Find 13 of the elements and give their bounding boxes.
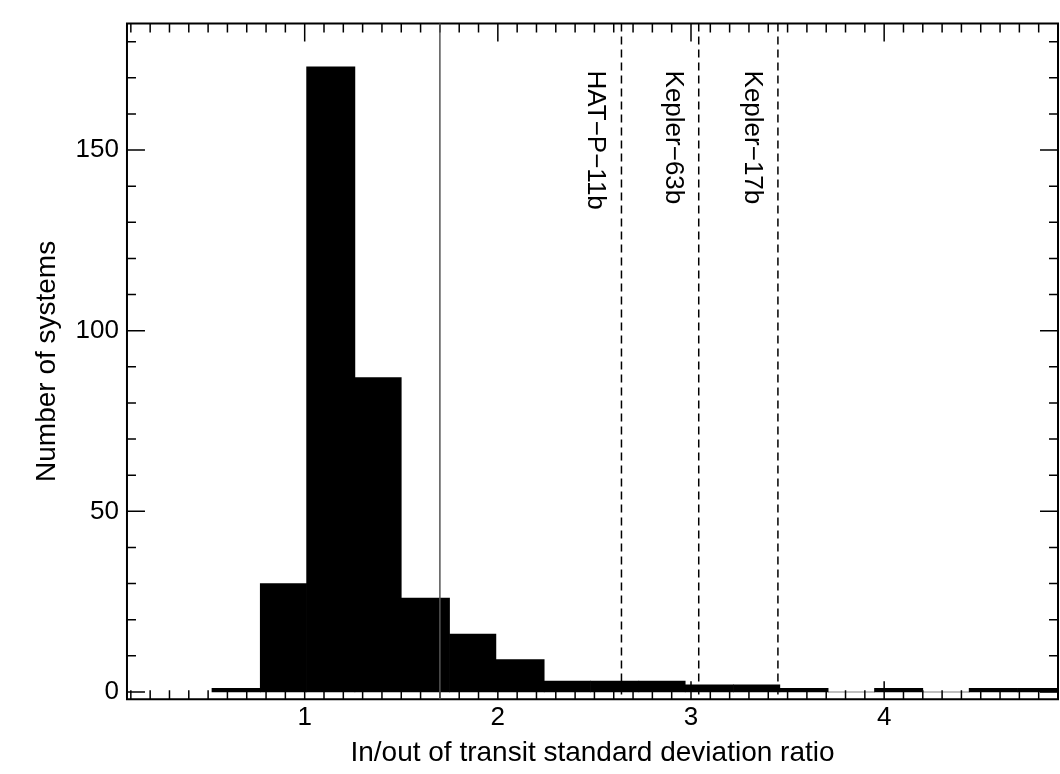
- y-tick-label: 150: [75, 133, 119, 164]
- y-tick-label: 0: [104, 675, 119, 706]
- ref-line-label: Kepler−63b: [659, 70, 690, 205]
- x-tick-label: 1: [297, 700, 312, 731]
- y-axis-title: Number of systems: [29, 240, 61, 482]
- x-tick-label: 3: [683, 700, 699, 731]
- ref-line-label: HAT−P−11b: [582, 70, 613, 210]
- y-tick-label: 100: [75, 313, 119, 344]
- ref-line-label: Kepler−17b: [738, 70, 769, 205]
- x-tick-label: 2: [490, 700, 506, 731]
- y-tick-label: 50: [90, 494, 119, 525]
- x-axis-title: In/out of transit standard deviation ratio: [350, 735, 835, 767]
- x-tick-label: 4: [876, 700, 892, 731]
